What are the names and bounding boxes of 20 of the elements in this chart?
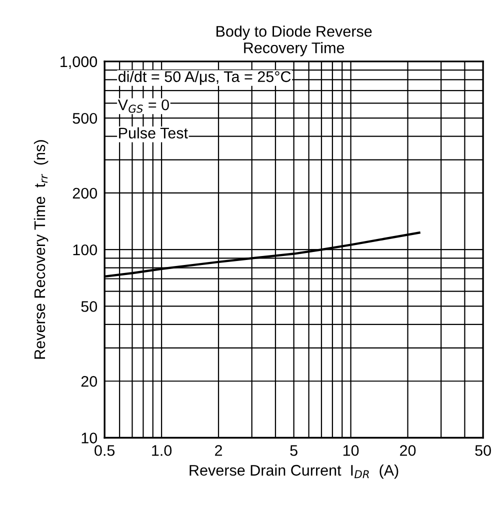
y-axis-title: Reverse Recovery Time t$_{rr}$ (ns) [34,140,48,359]
annotation: Pulse Test [119,127,188,139]
annotation: V$_{GS}$ = 0 [118,99,169,113]
y-tick-label: 500 [72,112,98,124]
x-tick-label: 20 [400,445,416,456]
x-tick-label: 5 [290,445,298,456]
y-tick-label: 1,000 [60,56,98,69]
x-tick-label: 1.0 [152,445,172,456]
x-tick-label: 2 [215,445,222,456]
x-tick-label: 50 [475,445,491,456]
annotation: di/dt = 50 A/μs, Ta = 25°C [118,70,291,85]
y-tick-label: 20 [81,376,98,387]
chart-title: Body to Diode Reverse Recovery Time [216,26,372,56]
y-tick-label: 200 [72,188,98,199]
y-tick-label: 100 [73,244,98,256]
x-axis-title: Reverse Drain Current I$_{DR}$ (A) [190,464,398,479]
x-tick-label: 0.5 [94,445,115,456]
y-tick-label: 50 [81,301,98,312]
y-tick-label: 10 [82,432,98,444]
x-tick-label: 10 [343,445,359,456]
